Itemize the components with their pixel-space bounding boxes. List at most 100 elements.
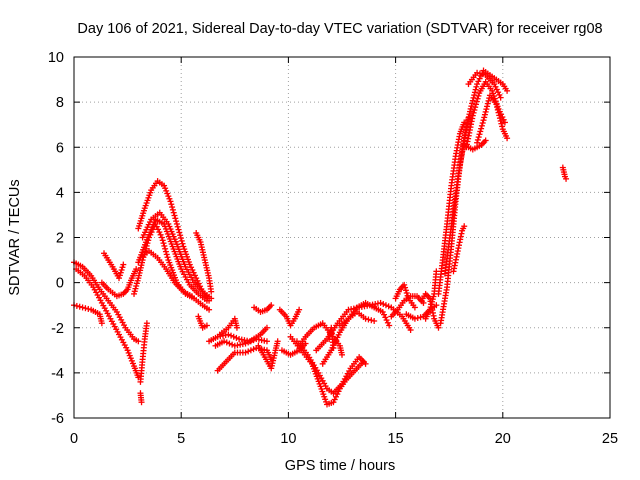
data-point (186, 261, 193, 268)
data-point (411, 304, 418, 311)
data-point (471, 89, 478, 96)
data-point (194, 277, 201, 284)
data-point (435, 324, 442, 331)
data-point (495, 109, 502, 116)
data-point (402, 287, 409, 294)
data-point (208, 288, 215, 295)
data-point (188, 293, 195, 300)
data-point (365, 316, 372, 323)
data-point (482, 137, 489, 144)
data-point (402, 284, 409, 291)
data-point (475, 92, 482, 99)
data-point (247, 338, 254, 345)
data-point (417, 314, 424, 321)
data-point (461, 223, 468, 230)
data-point (245, 339, 252, 346)
data-point (377, 299, 384, 306)
axis-ticks: 0 5 10 15 20 25 -6 -4 -2 0 2 4 6 8 10 (48, 50, 618, 447)
data-point (411, 315, 418, 322)
data-point (404, 292, 411, 299)
y-tick-label: -2 (51, 321, 64, 337)
data-point (386, 322, 393, 329)
data-point (168, 201, 175, 208)
data-point (476, 131, 483, 138)
data-point (228, 332, 235, 339)
data-point (167, 198, 174, 205)
data-point (195, 280, 202, 287)
y-tick-label: 4 (56, 185, 64, 201)
data-point (177, 235, 184, 242)
data-point (242, 340, 249, 347)
data-point (480, 117, 487, 124)
data-point (73, 302, 80, 309)
data-point (178, 237, 185, 244)
data-point (496, 115, 503, 122)
data-point (496, 91, 503, 98)
x-tick-label: 20 (495, 431, 511, 447)
data-point (478, 122, 485, 129)
data-point (484, 100, 491, 107)
data-point (368, 317, 375, 324)
y-tick-label: -4 (51, 366, 64, 382)
data-point (118, 266, 125, 273)
x-tick-label: 15 (388, 431, 404, 447)
data-point (138, 399, 145, 406)
data-point (414, 314, 421, 321)
data-point (481, 111, 488, 118)
data-point (190, 269, 197, 276)
data-point (198, 285, 205, 292)
data-point (471, 92, 478, 99)
y-tick-label: 10 (48, 50, 64, 66)
y-axis-label: SDTVAR / TECUs (7, 179, 23, 295)
y-tick-label: 2 (56, 231, 64, 247)
data-point (191, 272, 198, 279)
data-point (383, 317, 390, 324)
data-point (470, 94, 477, 101)
data-point (382, 314, 389, 321)
data-point (133, 266, 140, 273)
data-point (479, 119, 486, 126)
data-point (494, 106, 501, 113)
data-point (492, 83, 499, 90)
data-point (247, 347, 254, 354)
data-point (76, 303, 83, 310)
data-point (476, 75, 483, 82)
data-point (155, 226, 162, 233)
data-point (203, 322, 210, 329)
x-tick-label: 10 (280, 431, 296, 447)
data-point (170, 209, 177, 216)
data-point (469, 97, 476, 104)
data-points (71, 67, 570, 408)
data-point (268, 302, 275, 309)
data-point (401, 281, 408, 288)
data-point (471, 107, 478, 114)
data-point (330, 399, 337, 406)
data-point (263, 338, 270, 345)
y-tick-label: 6 (56, 140, 64, 156)
x-axis-label: GPS time / hours (285, 458, 395, 474)
data-point (497, 117, 504, 124)
data-point (504, 87, 511, 94)
data-point (157, 231, 164, 238)
data-point (476, 70, 483, 77)
data-point (381, 311, 388, 318)
data-point (475, 78, 482, 85)
data-point (474, 95, 481, 102)
data-point (160, 240, 167, 247)
data-point (362, 315, 369, 322)
data-point (225, 331, 232, 338)
data-point (473, 101, 479, 108)
data-point (164, 254, 171, 261)
data-point (496, 112, 503, 119)
data-point (384, 319, 391, 326)
data-point (379, 308, 386, 315)
data-point (470, 109, 477, 116)
data-point (479, 71, 486, 78)
data-point (82, 305, 89, 312)
data-point (469, 100, 476, 107)
data-point (117, 269, 124, 276)
y-tick-label: 0 (56, 276, 64, 292)
data-point (491, 81, 498, 88)
data-point (206, 306, 213, 313)
